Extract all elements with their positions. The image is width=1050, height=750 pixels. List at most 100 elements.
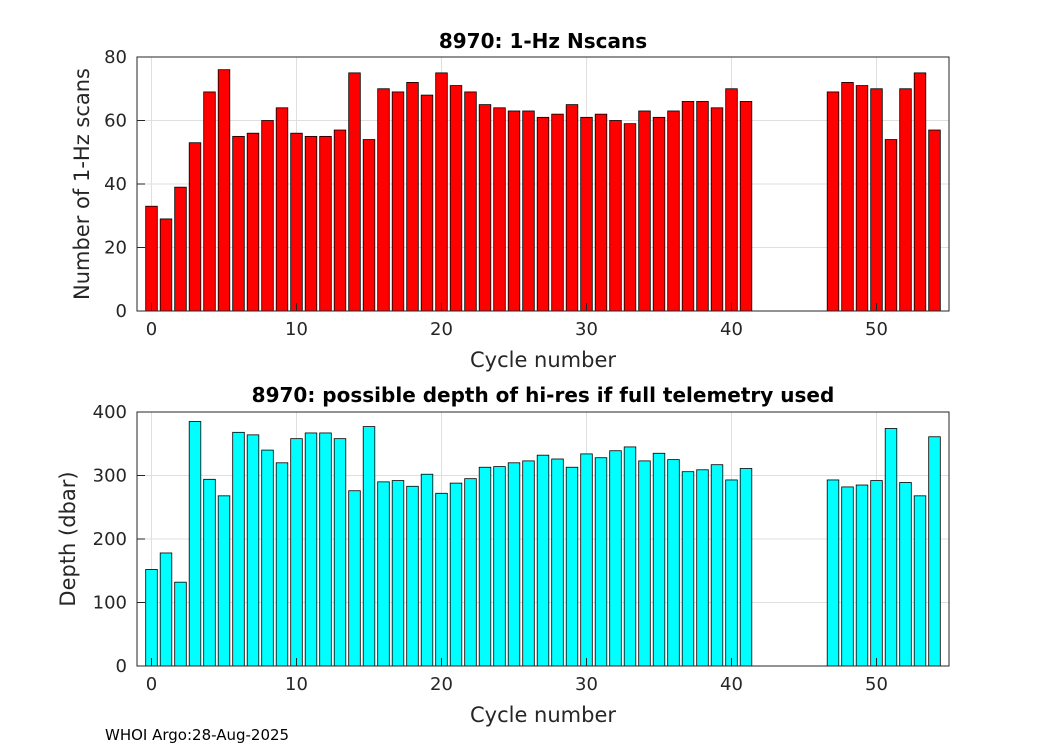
bar [290, 132, 303, 312]
bar [623, 123, 637, 312]
y-tick-label: 200 [93, 529, 127, 550]
y-tick-label: 400 [93, 402, 127, 423]
bar [261, 449, 274, 667]
x-tick-label: 40 [720, 319, 743, 340]
bar [435, 72, 448, 312]
bar [609, 450, 622, 667]
bar [420, 94, 434, 312]
bar [841, 486, 854, 667]
chart-top: 8970: 1-Hz Nscans 0 10 20 30 40 50 020406080 … [70, 29, 950, 372]
x-tick-label: 50 [865, 319, 888, 340]
bar [319, 432, 332, 667]
bar [913, 495, 927, 667]
bar [884, 139, 898, 312]
x-tick-label: 40 [720, 674, 743, 695]
bar [304, 432, 318, 667]
x-tick-label: 20 [430, 319, 453, 340]
x-ticks: 0 10 20 30 40 50 [146, 303, 888, 340]
bar [435, 492, 448, 667]
bar [290, 438, 303, 667]
bar [696, 469, 709, 667]
x-tick-label: 20 [430, 674, 453, 695]
bar [188, 142, 202, 312]
bar [551, 458, 564, 667]
bar [580, 116, 593, 312]
bar [478, 104, 492, 312]
bar [464, 478, 477, 667]
bar [188, 421, 202, 667]
bar [710, 107, 724, 312]
bar [710, 464, 724, 667]
bars [145, 69, 941, 312]
y-axis-label: Number of 1-Hz scans [70, 68, 94, 300]
bar [725, 88, 738, 312]
bar [522, 460, 535, 667]
bar [217, 69, 231, 312]
bar [246, 132, 260, 312]
bar [855, 484, 869, 667]
bar [696, 101, 709, 312]
y-tick-label: 40 [104, 174, 127, 195]
bar [362, 139, 376, 312]
bar [928, 436, 941, 667]
bar [667, 110, 680, 312]
bar [377, 88, 390, 312]
bar [246, 434, 260, 667]
bar [884, 428, 898, 667]
bar [478, 466, 492, 667]
bar [174, 186, 187, 312]
y-tick-label: 60 [104, 111, 127, 132]
bar [536, 454, 550, 667]
y-ticks: 0 20 40 60 80 [104, 47, 145, 322]
bar [536, 116, 550, 312]
bar [145, 569, 158, 667]
bar [899, 482, 912, 667]
bar [493, 466, 506, 667]
bar [507, 110, 521, 312]
y-tick-label: 80 [104, 47, 127, 68]
x-tick-label: 10 [285, 674, 308, 695]
bar [826, 479, 840, 667]
bar [551, 113, 564, 312]
bar [362, 426, 376, 667]
bar [652, 116, 666, 312]
bar [203, 91, 216, 312]
chart-title: 8970: 1-Hz Nscans [439, 29, 647, 53]
bar [580, 453, 593, 667]
y-tick-label: 0 [116, 656, 127, 677]
bar [739, 101, 753, 312]
y-tick-label: 0 [116, 301, 127, 322]
footer-credit: WHOI Argo:28-Aug-2025 [105, 726, 290, 744]
x-ticks: 0 10 20 30 40 50 [146, 658, 888, 695]
bar [217, 495, 231, 667]
bar [623, 446, 637, 667]
bar [348, 72, 361, 312]
bar [304, 135, 318, 312]
bar [159, 218, 173, 312]
bar [333, 129, 347, 312]
bar [522, 110, 535, 312]
y-axis-label: Depth (dbar) [56, 471, 80, 606]
x-tick-label: 0 [146, 319, 157, 340]
bar [681, 101, 695, 312]
bar [667, 459, 680, 667]
bar [565, 466, 579, 667]
bar [232, 135, 245, 312]
bar [507, 462, 521, 667]
bar [420, 473, 434, 667]
bar [913, 72, 927, 312]
bar [565, 104, 579, 312]
x-tick-label: 0 [146, 674, 157, 695]
bar [333, 438, 347, 667]
x-axis-label: Cycle number [470, 703, 616, 727]
x-axis-label: Cycle number [470, 348, 616, 372]
x-tick-label: 10 [285, 319, 308, 340]
bar [826, 91, 840, 312]
bar [159, 552, 173, 667]
chart-bottom: 8970: possible depth of hi-res if full t… [56, 383, 950, 727]
bar [594, 113, 608, 312]
bar [739, 468, 753, 667]
bar [449, 482, 463, 667]
bar [449, 85, 463, 312]
